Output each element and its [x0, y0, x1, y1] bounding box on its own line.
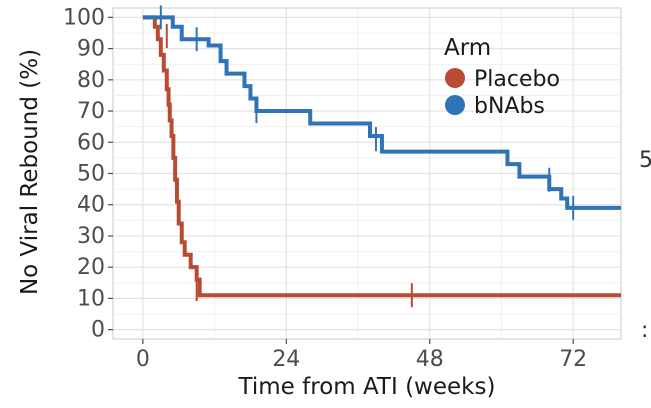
axis-ticks: 0 10 20 30 40 50 60 70 80 90 100 0 24 48 72	[63, 5, 587, 372]
series-group	[142, 5, 621, 308]
legend-swatch-bnabs	[445, 95, 465, 115]
legend: Arm Placebo bNAbs	[444, 35, 560, 119]
y-axis-title: No Viral Rebound (%)	[17, 49, 43, 295]
edge-mark-top: 5	[639, 148, 651, 173]
x-tick-label: 72	[559, 347, 587, 372]
y-tick-label: 40	[77, 193, 105, 218]
x-axis-title: Time from ATI (weeks)	[238, 374, 496, 400]
x-tick-label: 0	[136, 347, 150, 372]
x-tick-label: 24	[272, 347, 300, 372]
y-tick-label: 60	[77, 130, 105, 155]
x-tick-label: 48	[416, 347, 444, 372]
y-tick-label: 10	[77, 286, 105, 311]
legend-swatch-placebo	[445, 68, 465, 88]
series-line-placebo	[142, 15, 621, 298]
y-tick-label: 20	[77, 255, 105, 280]
y-tick-label: 50	[77, 162, 105, 187]
legend-label-bnabs: bNAbs	[474, 94, 545, 119]
y-tick-label: 100	[63, 5, 105, 30]
legend-label-placebo: Placebo	[474, 67, 560, 92]
y-tick-label: 70	[77, 99, 105, 124]
y-tick-label: 90	[77, 37, 105, 62]
y-tick-label: 30	[77, 224, 105, 249]
legend-title: Arm	[444, 35, 491, 61]
y-tick-label: 80	[77, 68, 105, 93]
edge-mark-bottom: :	[641, 318, 648, 343]
y-tick-label: 0	[91, 318, 105, 343]
